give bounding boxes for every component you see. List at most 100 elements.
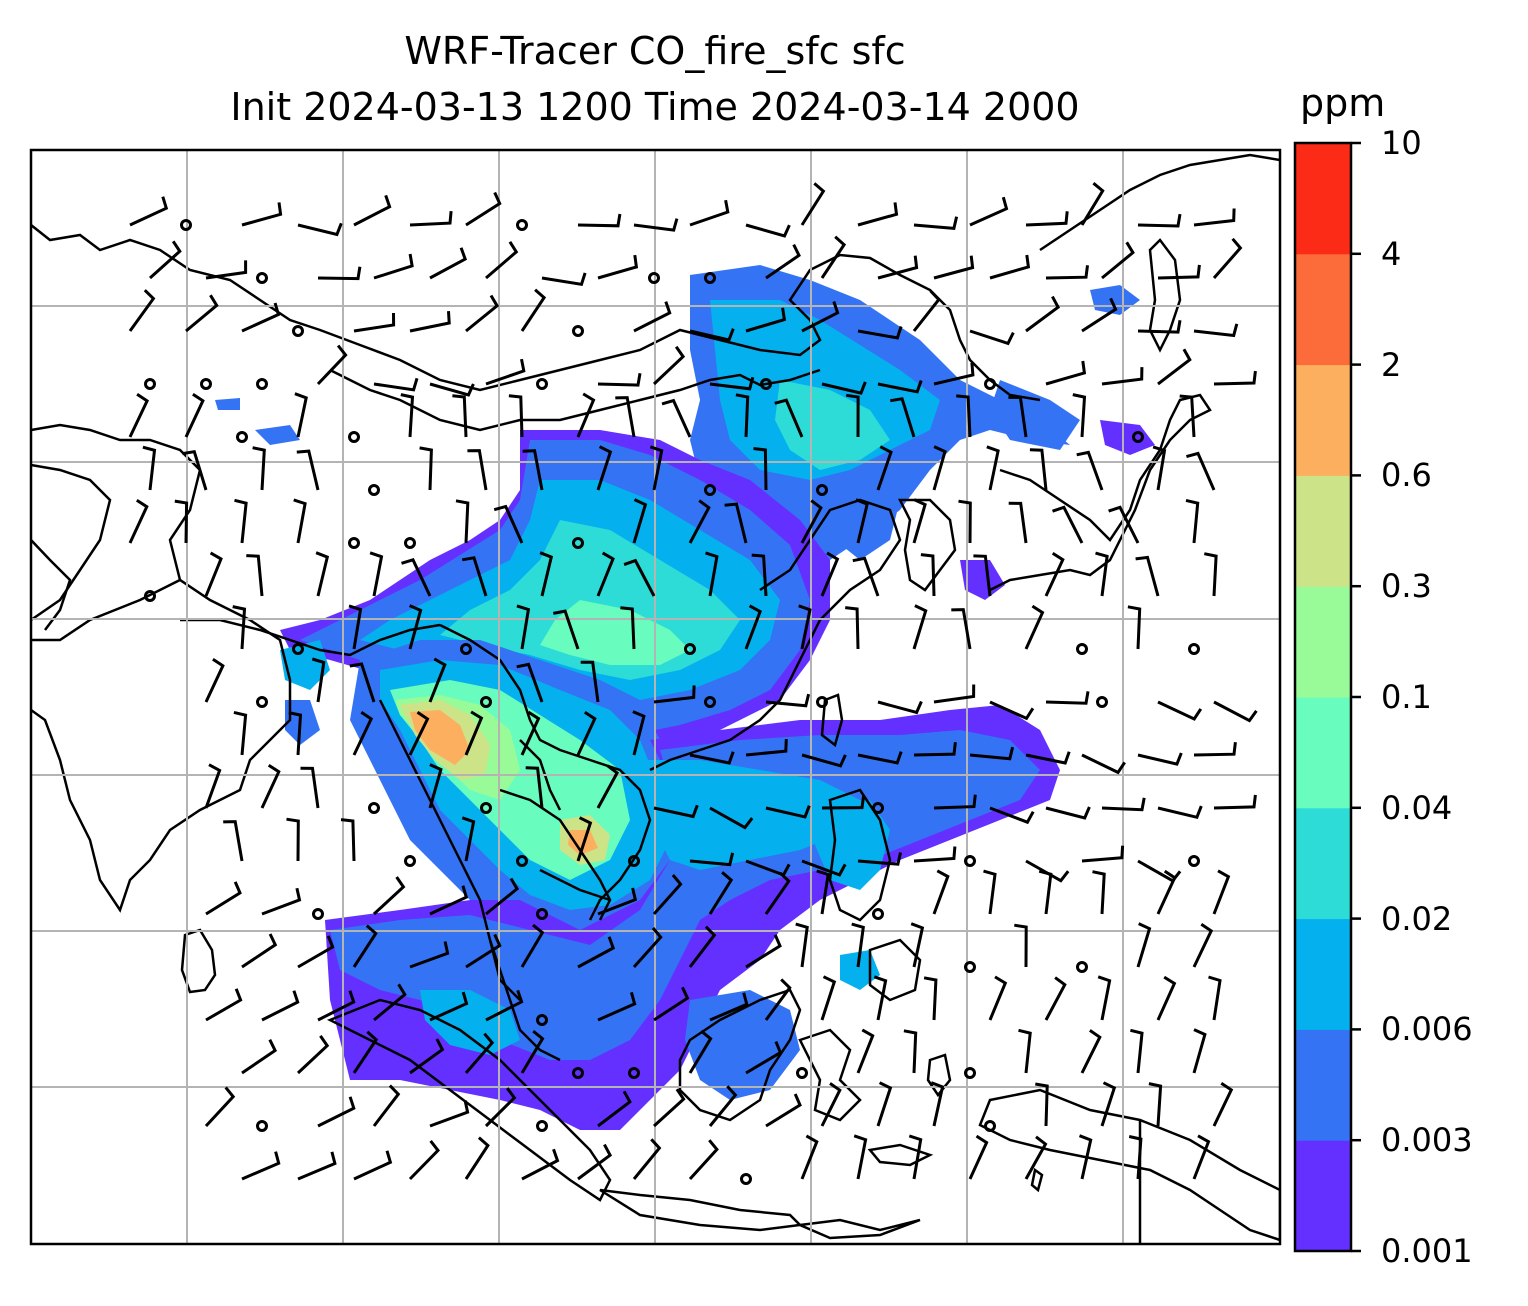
wind-barb [930,1081,945,1127]
wind-barb [317,1096,356,1128]
wind-barb [1080,182,1105,226]
colorbar-swatch [1295,586,1351,698]
wind-barb [576,710,597,756]
island-new-guinea [978,1088,1280,1242]
wind-barb [429,1100,470,1128]
wind-barb [296,449,320,491]
wind-barb [821,795,866,810]
wind-barb-calm [1076,643,1088,655]
wind-barb [689,852,735,867]
wind-barb-calm [628,855,640,867]
wind-barb [521,1148,560,1181]
wind-barb [661,398,692,438]
island-mindanao [868,938,922,1002]
wind-barb [297,1151,337,1181]
coastline-india [31,578,292,913]
wind-barb [877,379,923,394]
wind-barb [890,397,916,438]
wind-barb-calm [1188,643,1200,655]
wind-barb [1137,213,1182,228]
wind-barb [652,1088,686,1128]
wind-barb-calm [964,1067,976,1079]
wind-barb [845,393,860,438]
border-kazakhstan [31,463,112,622]
wind-barb [745,223,791,238]
wind-barb [205,260,248,280]
wind-barb [539,551,554,597]
wind-barb [541,272,587,286]
wind-barb [1156,975,1177,1021]
wind-barb [689,751,735,765]
wind-barb-calm [256,696,268,708]
wind-barb [408,604,423,650]
wind-barb [1193,323,1239,338]
wind-barb [493,504,524,544]
wind-barb-calm [480,802,492,814]
wind-barb [800,499,823,544]
wind-barb [465,933,502,969]
colorbar-swatch [1295,918,1351,1030]
wind-barb-calm [256,378,268,390]
island-small-1 [1030,1167,1044,1193]
colorbar-tick-label: 0.3 [1381,567,1432,606]
wind-barb [1193,208,1236,227]
wind-barb [1108,505,1140,544]
wind-barb-calm [516,855,528,867]
wind-barb [311,657,326,703]
wind-barb [615,396,636,438]
wind-barb [241,933,278,969]
wind-barb [409,311,451,333]
wind-barb [1156,869,1177,915]
wind-barb [520,1029,545,1074]
wind-barb [508,394,524,438]
wind-barb-calm [348,431,360,443]
wind-barb-calm [536,1014,548,1026]
wind-barb [241,302,281,333]
wind-barb [745,1041,783,1075]
wind-barb [184,392,205,438]
wind-barb [1204,552,1218,597]
wind-barb [1052,505,1084,544]
wind-barb [128,392,150,438]
wind-barb [798,604,812,650]
wind-barb [877,255,919,280]
wind-barb-calm [1076,961,1088,973]
wind-barb [709,992,749,1022]
wind-barb [1008,395,1028,438]
wind-barb [913,216,959,231]
wind-barb [876,445,893,491]
colorbar-swatch [1295,697,1351,809]
wind-barb-calm [368,484,380,496]
colorbar-swatch [1295,807,1351,920]
wind-barb [408,1139,440,1181]
wind-barb [1185,498,1200,544]
wind-barb [1024,1135,1048,1180]
wind-barb [968,1134,989,1180]
wind-barb [223,820,244,862]
wind-barb [855,498,869,544]
colorbar-unit-label: ppm [1300,81,1386,125]
island-sulawesi [798,1028,862,1122]
wind-barb-calm [144,378,156,390]
wind-barb [597,991,637,1022]
wind-barb [349,662,376,703]
wind-barb [1135,555,1160,597]
wind-barb [765,805,811,819]
island-philippines [828,788,892,922]
colorbar [1293,141,1361,1253]
wind-barb [1025,211,1069,227]
wind-barb [1100,1081,1117,1127]
wind-barb [903,1029,918,1074]
wind-barb [316,344,348,386]
wind-barb [461,816,476,862]
wind-barb [1213,370,1257,386]
wind-barb [801,753,847,768]
wind-barb-calm [256,272,268,284]
wind-barb [372,1084,401,1127]
wind-barb [597,887,638,916]
border-tibet-west [31,423,202,581]
wind-barb [1101,367,1144,386]
wind-barb-calm [200,378,212,390]
wind-barb [688,1139,719,1181]
wind-barb [633,218,679,232]
